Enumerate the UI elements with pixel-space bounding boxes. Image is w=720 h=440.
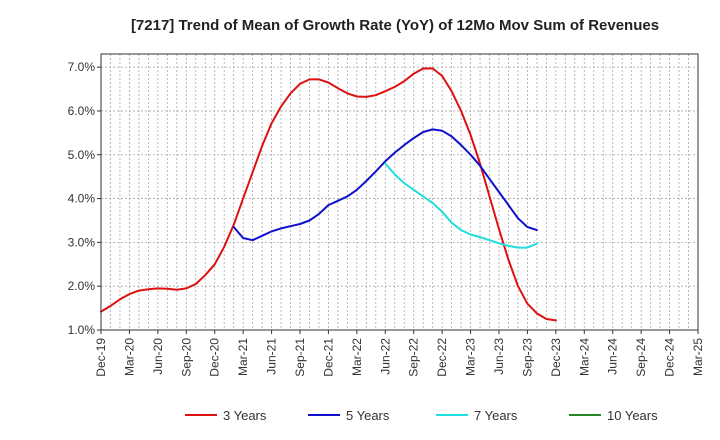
y-tick-label: 6.0%	[68, 104, 96, 118]
x-tick-label: Sep-23	[520, 338, 534, 377]
plot-border	[100, 53, 699, 331]
y-tick-label: 7.0%	[68, 60, 96, 74]
legend-label: 10 Years	[607, 408, 658, 423]
x-tick-label: Dec-22	[435, 338, 449, 377]
y-axis: 1.0% 2.0% 3.0% 4.0% 5.0% 6.0% 7.0%	[68, 60, 101, 337]
legend-label: 5 Years	[346, 408, 390, 423]
y-tick-label: 2.0%	[68, 279, 96, 293]
x-tick-label: Jun-21	[265, 338, 279, 375]
x-tick-label: Dec-21	[321, 338, 335, 377]
series-line-7-years	[384, 162, 538, 249]
legend: 3 Years 5 Years 7 Years 10 Years	[185, 408, 658, 423]
legend-label: 3 Years	[223, 408, 267, 423]
y-tick-label: 5.0%	[68, 148, 96, 162]
x-tick-label: Mar-20	[122, 338, 136, 376]
x-tick-label: Dec-24	[663, 338, 677, 377]
y-tick-label: 4.0%	[68, 192, 96, 206]
series-layer	[100, 67, 557, 322]
series-line-5-years	[232, 128, 538, 242]
series-line-3-years	[100, 67, 557, 322]
x-tick-label: Sep-20	[179, 338, 193, 377]
legend-label: 7 Years	[474, 408, 518, 423]
x-tick-label: Sep-24	[634, 338, 648, 377]
y-tick-label: 1.0%	[68, 323, 96, 337]
x-tick-label: Jun-24	[606, 338, 620, 375]
chart-title: [7217] Trend of Mean of Growth Rate (YoY…	[131, 17, 659, 34]
x-tick-label: Jun-22	[378, 338, 392, 375]
x-tick-label: Jun-20	[151, 338, 165, 375]
x-tick-label: Mar-21	[236, 338, 250, 376]
x-tick-label: Dec-19	[94, 338, 108, 377]
x-tick-label: Mar-25	[691, 338, 705, 376]
grid-lines	[101, 54, 698, 331]
x-tick-label: Mar-22	[350, 338, 364, 376]
x-tick-label: Dec-23	[549, 338, 563, 377]
x-axis: Dec-19 Mar-20 Jun-20 Sep-20 Dec-20 Mar-21 Jun-…	[94, 330, 705, 377]
x-tick-label: Jun-23	[492, 338, 506, 375]
x-tick-label: Mar-24	[577, 338, 591, 376]
x-tick-label: Dec-20	[208, 338, 222, 377]
x-tick-label: Mar-23	[464, 338, 478, 376]
x-tick-label: Sep-21	[293, 338, 307, 377]
x-tick-label: Sep-22	[407, 338, 421, 377]
y-tick-label: 3.0%	[68, 235, 96, 249]
plot-area	[101, 54, 698, 330]
